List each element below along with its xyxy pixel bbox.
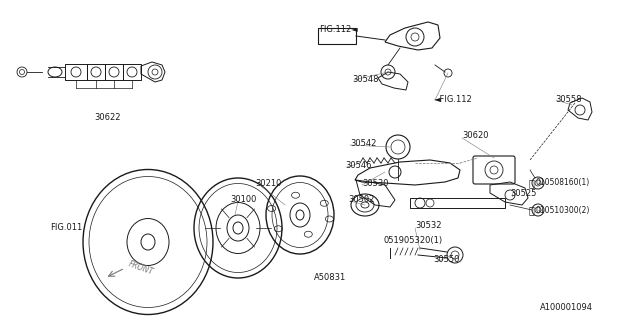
Text: A100001094: A100001094 (540, 302, 593, 311)
Text: 30532: 30532 (415, 221, 442, 230)
Bar (87, 64, 105, 80)
Text: Ⓑ: Ⓑ (528, 205, 534, 215)
Text: 30530: 30530 (362, 179, 388, 188)
Text: A50831: A50831 (314, 274, 346, 283)
Bar (410, 198, 505, 208)
Text: 30622: 30622 (95, 114, 121, 123)
Text: 010510300(2): 010510300(2) (535, 205, 589, 214)
Text: 30546: 30546 (345, 161, 371, 170)
Text: 30525: 30525 (510, 189, 536, 198)
Text: ◄FIG.112: ◄FIG.112 (434, 95, 473, 105)
Bar (65, 64, 87, 80)
Text: 30550: 30550 (433, 255, 460, 265)
Text: FRONT: FRONT (127, 259, 154, 277)
Text: 30502: 30502 (348, 195, 374, 204)
Text: 30558: 30558 (555, 95, 582, 105)
Text: 010508160(1): 010508160(1) (535, 179, 589, 188)
Bar (318, 28, 356, 44)
Text: FIG.011: FIG.011 (50, 223, 83, 233)
Text: 051905320(1): 051905320(1) (383, 236, 442, 245)
Bar (105, 64, 123, 80)
Text: 30548: 30548 (352, 76, 378, 84)
Text: 30210: 30210 (255, 179, 282, 188)
Bar (123, 64, 141, 80)
Text: FIG.112◄: FIG.112◄ (319, 26, 358, 35)
Text: 30542: 30542 (350, 139, 376, 148)
Text: Ⓑ: Ⓑ (528, 178, 534, 188)
Text: 30100: 30100 (230, 195, 257, 204)
Text: 30620: 30620 (462, 132, 488, 140)
